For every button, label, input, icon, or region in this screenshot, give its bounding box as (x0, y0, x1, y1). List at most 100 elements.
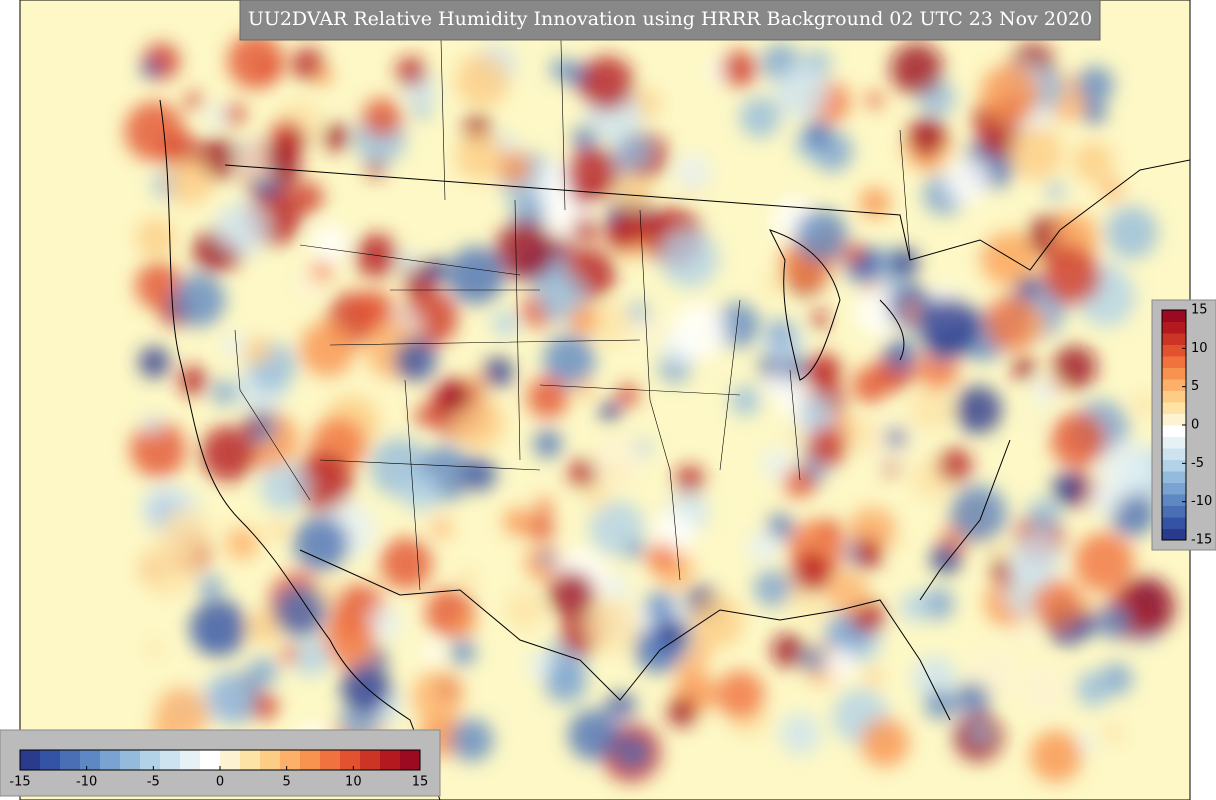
field-blob (277, 125, 308, 156)
field-blob (1088, 481, 1122, 516)
field-blob (852, 366, 890, 404)
field-blob (884, 337, 917, 370)
field-blob (492, 310, 519, 337)
field-blob (539, 550, 557, 568)
field-blob (495, 220, 556, 280)
field-blob (225, 526, 259, 561)
colorbar-tick-label: 5 (1191, 379, 1199, 394)
field-blob (215, 201, 269, 255)
field-blob (124, 101, 184, 162)
field-blob (235, 139, 277, 181)
field-blob (130, 421, 187, 478)
colorbar-swatch (340, 750, 361, 770)
field-blob (211, 379, 238, 406)
colorbar-swatch (220, 750, 241, 770)
field-blob (292, 638, 331, 677)
field-blob (890, 42, 943, 95)
field-blob (579, 56, 634, 111)
colorbar-swatch (120, 750, 141, 770)
colorbar-swatch (320, 750, 341, 770)
field-blob (771, 633, 806, 668)
east-coast (919, 439, 1011, 601)
field-blob (900, 591, 931, 622)
field-blob (887, 531, 905, 549)
colorbar-swatch (300, 750, 321, 770)
field-blob (1012, 356, 1036, 381)
field-blob (311, 225, 350, 264)
field-blob (455, 131, 505, 181)
field-blob (1052, 471, 1086, 506)
field-blob (201, 672, 254, 725)
field-blob (794, 209, 848, 262)
field-blob (902, 302, 921, 321)
colorbar-swatch (380, 750, 401, 770)
field-blob (980, 64, 1040, 124)
field-blob (1032, 579, 1083, 630)
field-blob (138, 539, 196, 598)
field-blob (1012, 533, 1062, 583)
field-blob (657, 618, 689, 650)
colorbar-swatch (140, 750, 161, 770)
field-blob (1050, 412, 1106, 468)
field-blob (533, 429, 562, 458)
field-blob (843, 243, 866, 265)
field-blob (806, 353, 841, 388)
field-blob (141, 59, 161, 78)
field-blob (436, 380, 471, 414)
field-blob (394, 338, 437, 382)
field-blob (534, 497, 553, 516)
field-blob (547, 570, 596, 619)
field-blob (457, 568, 478, 589)
field-blob (753, 569, 792, 608)
colorbar-swatch (1162, 517, 1186, 529)
field-blob (400, 472, 441, 513)
title-banner (239, 0, 1101, 41)
field-blob (568, 458, 599, 489)
field-blob (430, 518, 452, 539)
field-blob (1018, 276, 1039, 297)
field-blob (411, 671, 464, 723)
field-blob (293, 452, 353, 511)
field-blob (798, 395, 835, 432)
field-blob (824, 647, 857, 680)
field-blob (200, 425, 256, 482)
field-blob (909, 387, 954, 432)
field-blob (1052, 345, 1097, 390)
field-blob (919, 297, 980, 357)
field-blob (413, 102, 431, 120)
colorbar-swatch (1162, 356, 1186, 368)
field-blob (575, 379, 594, 398)
field-blob (452, 397, 505, 450)
field-blob (739, 96, 781, 138)
field-blob (503, 507, 532, 536)
colorbar-swatch (1162, 482, 1186, 495)
great-lakes (769, 229, 905, 381)
field-blob (1009, 126, 1064, 180)
field-blob (572, 216, 599, 243)
field-blob (774, 64, 829, 119)
field-blob (589, 500, 645, 557)
field-blob (154, 687, 210, 742)
field-blob (980, 234, 1032, 286)
colorbar-swatch (1162, 436, 1186, 449)
field-blob (634, 438, 652, 456)
field-blob (314, 67, 333, 86)
field-blob (205, 105, 227, 127)
map-title: UU2DVAR Relative Humidity Innovation usi… (248, 8, 1092, 30)
field-blob (424, 258, 448, 282)
field-blob (178, 366, 208, 396)
field-blob (626, 541, 644, 559)
colorbar-swatch (1162, 505, 1186, 518)
field-blob (761, 448, 793, 480)
colorbar-swatch (40, 750, 61, 770)
field-blob (273, 585, 327, 638)
field-blob (791, 551, 833, 593)
field-blob (482, 357, 514, 388)
field-blob (986, 539, 1008, 561)
colorbar-swatch (400, 750, 421, 770)
field-blob (950, 485, 1008, 543)
field-blob (223, 103, 246, 126)
colorbar-swatch (1162, 494, 1186, 506)
field-blob (136, 218, 176, 258)
